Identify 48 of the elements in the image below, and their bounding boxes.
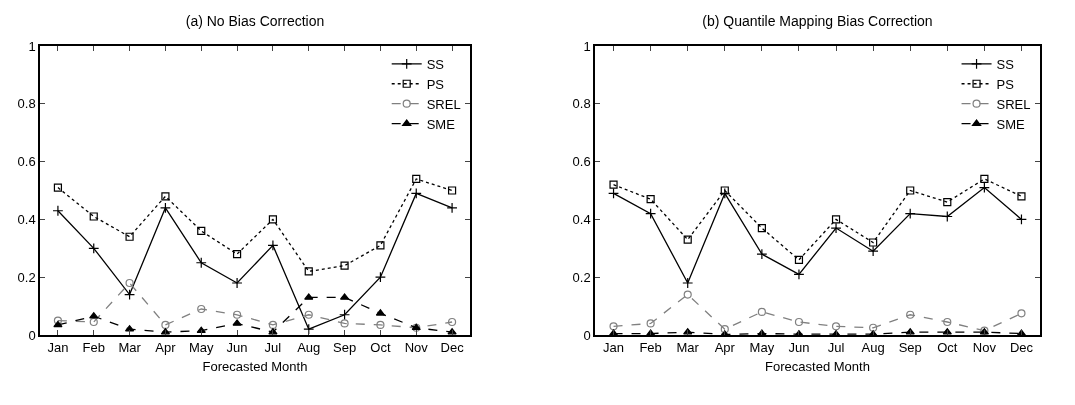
x-tick-label: Feb <box>82 340 105 356</box>
x-tick-label: Oct <box>370 340 391 356</box>
legend-label: PS <box>426 76 445 92</box>
x-tick-label: Jul <box>264 340 282 356</box>
x-tick-label: May <box>188 340 215 356</box>
y-tick-label: 0.6 <box>17 154 36 170</box>
legend-label: SS <box>426 56 445 72</box>
x-axis-title: Forecasted Month <box>202 359 308 375</box>
y-tick-label: 0.6 <box>572 154 591 170</box>
x-tick-label: Jan <box>47 340 69 356</box>
x-tick-label: Dec <box>1009 340 1034 356</box>
x-tick-label: Aug <box>297 340 321 356</box>
y-tick-label: 0 <box>28 327 36 343</box>
x-tick-label: Sep <box>898 340 922 356</box>
x-tick-label: Oct <box>937 340 958 356</box>
y-tick-label: 0.2 <box>572 269 591 285</box>
legend-label: SS <box>996 56 1015 72</box>
x-axis-title: Forecasted Month <box>765 359 870 375</box>
legend-label: SREL <box>426 96 461 112</box>
y-tick-label: 0.8 <box>17 96 36 112</box>
y-tick-label: 0.4 <box>17 211 36 227</box>
x-tick-label: Dec <box>440 340 465 356</box>
x-tick-label: Mar <box>118 340 142 356</box>
y-tick-label: 0 <box>583 327 591 343</box>
legend-label: SME <box>996 116 1026 132</box>
x-tick-label: Jun <box>788 340 810 356</box>
y-tick-label: 1 <box>28 38 36 54</box>
x-tick-label: Nov <box>972 340 997 356</box>
legend-label: SME <box>426 116 456 132</box>
x-tick-label: Jun <box>226 340 248 356</box>
legend-label: SREL <box>996 96 1031 112</box>
y-tick-label: 0.2 <box>17 269 36 285</box>
y-tick-label: 0.4 <box>572 211 591 227</box>
legend-label: PS <box>996 76 1015 92</box>
x-tick-label: Aug <box>861 340 885 356</box>
y-tick-label: 1 <box>583 38 591 54</box>
x-tick-label: Apr <box>155 340 177 356</box>
x-tick-label: Nov <box>404 340 429 356</box>
x-tick-label: Mar <box>676 340 700 356</box>
x-tick-label: Jul <box>827 340 845 356</box>
x-tick-label: Jan <box>603 340 625 356</box>
chart-title: (a) No Bias Correction <box>185 13 325 29</box>
x-tick-label: Feb <box>639 340 662 356</box>
x-tick-label: May <box>749 340 775 356</box>
x-tick-label: Apr <box>714 340 736 356</box>
x-tick-label: Sep <box>333 340 357 356</box>
y-tick-label: 0.8 <box>572 96 591 112</box>
chart-title: (b) Quantile Mapping Bias Correction <box>702 13 933 29</box>
